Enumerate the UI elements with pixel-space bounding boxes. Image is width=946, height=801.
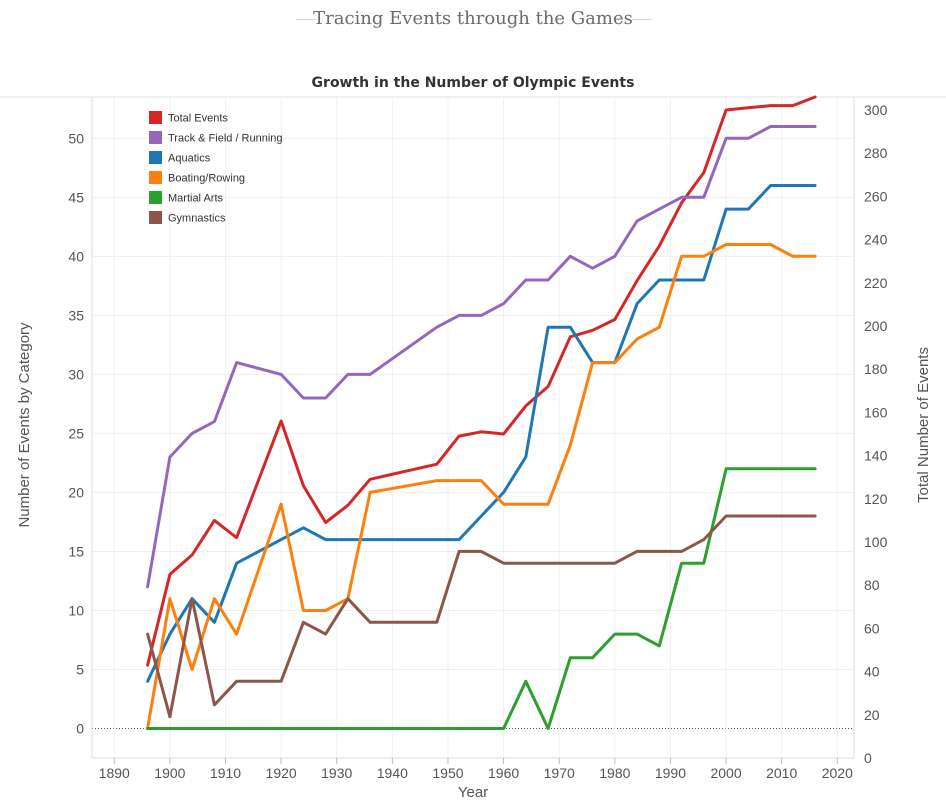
series-line-total-events[interactable] xyxy=(146,95,817,667)
x-tick-label: 1900 xyxy=(154,765,185,781)
y2-axis-title: Total Number of Events xyxy=(915,347,932,503)
y-tick-label: 35 xyxy=(68,307,84,323)
y2-tick-label: 120 xyxy=(864,491,888,507)
y2-tick-label: 180 xyxy=(864,361,888,377)
y-tick-label: 20 xyxy=(68,484,84,500)
legend-label-aquatics[interactable]: Aquatics xyxy=(168,153,211,165)
y2-tick-label: 240 xyxy=(864,232,888,248)
x-tick-label: 2010 xyxy=(766,765,797,781)
y-tick-label: 50 xyxy=(68,130,84,146)
y2-tick-label: 220 xyxy=(864,275,888,291)
y-tick-label: 10 xyxy=(68,602,84,618)
y2-tick-label: 60 xyxy=(864,620,880,636)
series-line-martial-arts[interactable] xyxy=(146,467,817,730)
chart-title: Growth in the Number of Olympic Events xyxy=(312,75,635,91)
x-tick-label: 1940 xyxy=(377,765,408,781)
series-line-boating-rowing[interactable] xyxy=(146,243,817,730)
y-tick-label: 30 xyxy=(68,366,84,382)
y2-tick-label: 80 xyxy=(864,577,880,593)
legend-swatch-gymnastics xyxy=(149,211,162,224)
y-tick-label: 45 xyxy=(68,189,84,205)
x-tick-label: 1910 xyxy=(210,765,241,781)
y2-tick-label: 40 xyxy=(864,664,880,680)
x-tick-label: 1890 xyxy=(99,765,130,781)
legend[interactable]: Total Events Track & Field / Running Aquat… xyxy=(149,111,283,225)
y2-tick-label: 100 xyxy=(864,534,888,550)
x-axis-title: Year xyxy=(458,784,488,801)
legend-swatch-total-events xyxy=(149,111,162,124)
x-tick-label: 2020 xyxy=(822,765,853,781)
y-tick-label: 40 xyxy=(68,248,84,264)
y-tick-label: 25 xyxy=(68,425,84,441)
x-tick-label: 1950 xyxy=(432,765,463,781)
y2-tick-label: 260 xyxy=(864,188,888,204)
x-tick-label: 2000 xyxy=(710,765,741,781)
y-tick-label: 5 xyxy=(76,661,84,677)
y-tick-label: 0 xyxy=(76,720,84,736)
grid-lines xyxy=(0,96,946,758)
x-tick-label: 1970 xyxy=(544,765,575,781)
x-tick-label: 1930 xyxy=(321,765,352,781)
series-line-aquatics[interactable] xyxy=(146,184,817,683)
y2-tick-label: 20 xyxy=(864,707,880,723)
series-lines xyxy=(146,95,817,730)
y-tick-label: 15 xyxy=(68,543,84,559)
legend-swatch-track-field-running xyxy=(149,131,162,144)
x-tick-label: 1980 xyxy=(599,765,630,781)
y2-tick-label: 280 xyxy=(864,145,888,161)
legend-label-boating-rowing[interactable]: Boating/Rowing xyxy=(168,173,245,185)
legend-label-track-field-running[interactable]: Track & Field / Running xyxy=(168,133,283,145)
x-tick-label: 1990 xyxy=(655,765,686,781)
axes: 0 5 10 15 20 25 30 35 40 45 50 0 20 40 60 80 100 120 140 16… xyxy=(68,97,888,781)
y2-tick-label: 140 xyxy=(864,448,888,464)
legend-swatch-martial-arts xyxy=(149,191,162,204)
legend-swatch-boating-rowing xyxy=(149,171,162,184)
x-tick-label: 1920 xyxy=(266,765,297,781)
page-title: Tracing Events through the Games xyxy=(313,8,633,29)
y2-tick-label: 160 xyxy=(864,404,888,420)
legend-label-total-events[interactable]: Total Events xyxy=(168,113,228,125)
x-tick-label: 1960 xyxy=(488,765,519,781)
title-rule-left xyxy=(296,19,316,20)
title-rule-right xyxy=(632,19,652,20)
y2-tick-label: 0 xyxy=(864,750,872,766)
legend-label-gymnastics[interactable]: Gymnastics xyxy=(168,213,226,225)
series-line-track-field-running[interactable] xyxy=(146,125,817,589)
y2-tick-label: 200 xyxy=(864,318,888,334)
y-axis-title: Number of Events by Category xyxy=(16,322,33,528)
legend-swatch-aquatics xyxy=(149,151,162,164)
series-line-gymnastics[interactable] xyxy=(146,514,817,719)
legend-label-martial-arts[interactable]: Martial Arts xyxy=(168,193,224,205)
y2-tick-label: 300 xyxy=(864,102,888,118)
